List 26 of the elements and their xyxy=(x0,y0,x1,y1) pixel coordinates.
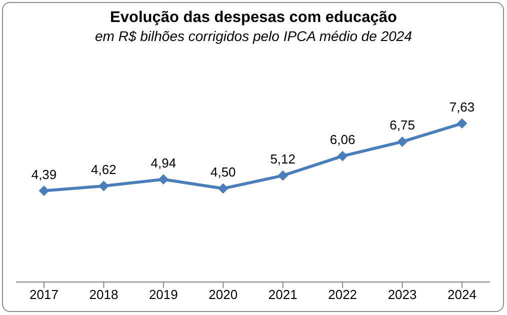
x-tick-label: 2024 xyxy=(448,287,476,302)
point xyxy=(338,151,348,162)
data-label: 7,63 xyxy=(449,99,475,114)
point xyxy=(397,136,408,147)
x-tick-label: 2023 xyxy=(388,287,417,302)
data-label: 4,39 xyxy=(31,166,57,182)
point xyxy=(278,170,288,181)
x-tick-label: 2017 xyxy=(30,287,58,302)
chart-title: Evolução das despesas com educação xyxy=(109,9,398,27)
data-label: 4,94 xyxy=(150,155,176,170)
x-tick-label: 2022 xyxy=(328,287,358,302)
data-label: 4,62 xyxy=(91,162,116,177)
data-label: 6,75 xyxy=(390,118,415,133)
data-label: 6,06 xyxy=(330,132,356,148)
x-tick-label: 2020 xyxy=(208,287,238,302)
point xyxy=(218,183,228,194)
x-tick-label: 2018 xyxy=(89,287,118,302)
x-tick-label: 2019 xyxy=(148,287,178,302)
point xyxy=(39,186,49,196)
data-label: 4,50 xyxy=(210,164,236,180)
point xyxy=(457,118,467,128)
point xyxy=(98,180,109,191)
x-tick-label: 2021 xyxy=(268,287,298,302)
chart-subtitle: em R$ bilhões corrigidos pelo IPCA médio de 2024 xyxy=(94,28,413,44)
point xyxy=(158,174,168,184)
data-label: 5,12 xyxy=(270,152,296,167)
